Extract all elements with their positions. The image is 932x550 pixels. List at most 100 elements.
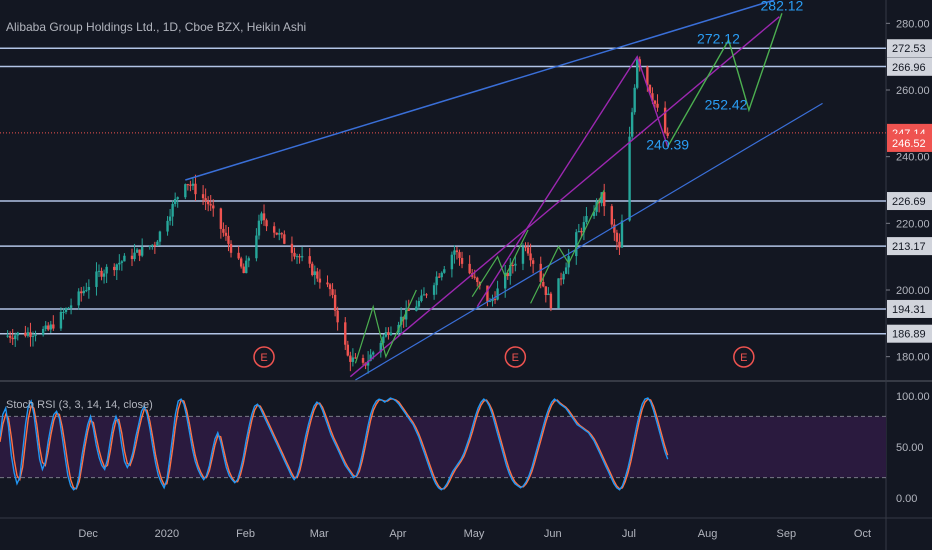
candle-body <box>158 231 162 242</box>
candle-body <box>34 334 37 336</box>
y-tick-label: 260.00 <box>896 85 930 97</box>
purple-channel-upper <box>476 55 669 308</box>
price-level-label: 226.69 <box>892 196 926 208</box>
candle-body <box>237 252 240 259</box>
candle-body <box>257 220 261 236</box>
candle-body <box>521 246 525 264</box>
purple-channel-lower <box>349 16 780 378</box>
candle-body <box>432 285 436 295</box>
candle-body <box>29 332 32 337</box>
candle-body <box>613 224 616 233</box>
price-level-label: 272.53 <box>892 43 926 55</box>
price-level-tag <box>887 299 932 318</box>
candle-body <box>47 325 50 330</box>
candle-body <box>67 307 70 309</box>
candle-body <box>562 273 565 280</box>
candle-body <box>389 332 393 335</box>
candle-body <box>189 184 192 186</box>
candle-body <box>298 256 301 258</box>
candle-body <box>336 310 339 323</box>
candle-body <box>420 295 423 302</box>
candle-body <box>26 332 30 336</box>
candles <box>6 56 669 374</box>
candle-body <box>191 183 195 186</box>
candle-body <box>300 256 304 258</box>
candle-body <box>171 204 174 217</box>
candle-body <box>592 211 596 216</box>
candle-body <box>176 197 179 199</box>
x-tick-label: Jul <box>622 528 636 540</box>
candle-body <box>549 293 553 309</box>
price-annotation: 240.39 <box>646 136 689 152</box>
x-tick-label: Mar <box>310 528 329 540</box>
candle-body <box>227 235 230 244</box>
candle-body <box>151 244 154 247</box>
candle-body <box>580 231 583 233</box>
candle-body <box>630 112 634 137</box>
candle-body <box>82 290 85 294</box>
candle-body <box>272 226 276 233</box>
candle-body <box>399 316 403 325</box>
green-wave-path <box>354 289 417 364</box>
candle-body <box>600 192 603 204</box>
candle-body <box>115 264 118 271</box>
candle-body <box>222 228 225 233</box>
candle-body <box>206 201 210 205</box>
green-wave-path <box>471 229 529 297</box>
candle-body <box>415 306 418 311</box>
candle-body <box>113 266 116 271</box>
candle-body <box>85 290 88 292</box>
candle-body <box>440 272 443 278</box>
candle-body <box>166 220 169 232</box>
earnings-marker-label: E <box>740 352 747 364</box>
candle-body <box>229 243 233 253</box>
candle-body <box>59 311 63 329</box>
chart-title: Alibaba Group Holdings Ltd., 1D, Cboe BZ… <box>6 20 307 34</box>
price-level-tag <box>887 39 932 58</box>
x-tick-label: Sep <box>777 528 797 540</box>
candle-body <box>656 103 659 108</box>
candle-body <box>52 324 55 329</box>
candle-body <box>135 249 139 253</box>
price-annotation: 282.12 <box>761 0 804 13</box>
candle-body <box>542 281 545 287</box>
candle-body <box>425 294 428 296</box>
candle-body <box>450 254 454 270</box>
price-level-tag <box>887 237 932 256</box>
y-tick-label: 180.00 <box>896 352 930 364</box>
candle-body <box>255 235 258 259</box>
candle-body <box>265 220 268 227</box>
candle-body <box>118 262 121 265</box>
candle-body <box>615 232 619 242</box>
candle-body <box>278 233 281 235</box>
candle-body <box>582 222 586 233</box>
candle-body <box>311 263 314 276</box>
candle-body <box>458 252 461 258</box>
candle-body <box>628 136 631 221</box>
candle-body <box>97 270 101 272</box>
candle-body <box>636 59 639 88</box>
x-tick-label: May <box>464 528 485 540</box>
candle-body <box>69 305 73 308</box>
y-tick-label: 280.00 <box>896 18 930 30</box>
earnings-marker <box>253 346 275 368</box>
candle-body <box>384 332 388 337</box>
candle-body <box>453 250 456 255</box>
stoch-k-line <box>0 397 669 491</box>
candle-body <box>77 291 80 306</box>
candle-body <box>547 293 550 295</box>
candle-body <box>262 213 266 221</box>
candle-body <box>531 260 535 264</box>
candle-body <box>633 87 636 113</box>
candle-body <box>529 253 532 261</box>
x-tick-label: Apr <box>389 528 406 540</box>
candle-body <box>260 213 263 221</box>
candle-body <box>14 335 17 340</box>
candle-body <box>242 266 245 274</box>
lower-channel-line <box>355 102 823 381</box>
y-tick-label: 220.00 <box>896 218 930 230</box>
price-level-label: 266.96 <box>892 62 926 74</box>
candle-body <box>44 325 47 329</box>
y-tick-label: 200.00 <box>896 285 930 297</box>
